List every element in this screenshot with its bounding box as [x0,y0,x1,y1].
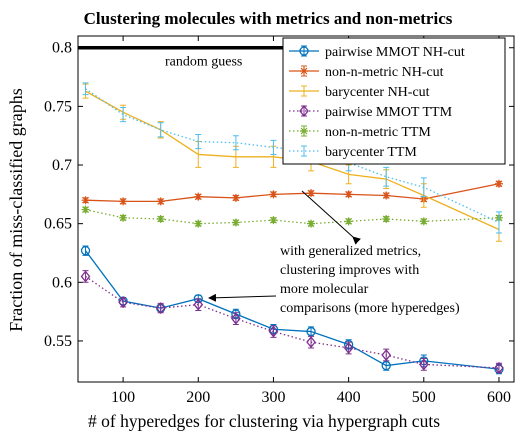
y-tick-label: 0.7 [52,157,72,174]
legend-item: pairwise MMOT TTM [289,104,453,120]
series-4 [81,205,503,228]
data-point [81,196,90,205]
data-point [194,192,203,201]
legend-item: non-n-metric NH-cut [289,65,444,80]
legend-errorbar [301,145,307,157]
error-bar [195,134,202,150]
error-bar [383,166,390,187]
x-tick-label: 200 [186,389,210,406]
data-point [307,219,316,228]
error-bar [157,122,164,138]
legend-label: barycenter NH-cut [325,85,430,100]
data-point [155,302,166,315]
error-bar [82,82,89,96]
axes-box [77,35,515,383]
data-point [193,298,204,311]
legend-label: pairwise MMOT TTM [325,105,453,120]
error-bar [420,177,427,198]
random-guess-label: random guess [165,55,242,70]
data-point [268,325,279,338]
data-point [306,326,316,337]
data-point [156,214,165,223]
legend-item: non-n-metric TTM [289,125,431,140]
data-point [119,197,128,206]
legend-marker [300,127,308,135]
y-tick-label: 0.65 [44,216,72,233]
data-point [494,361,504,374]
data-point [269,190,278,199]
data-point [231,218,240,227]
series-line [85,208,499,225]
annotation-line: clustering improves with [280,263,419,278]
x-tick-label: 600 [487,389,511,406]
legend-errorbar [301,45,307,57]
legend-label: barycenter TTM [325,145,417,160]
legend-label: non-n-metric NH-cut [325,65,444,80]
y-axis-label: Fraction of miss-classified graphs [6,88,26,331]
legend-box [282,37,506,165]
x-tick-label: 500 [412,389,436,406]
legend-marker [300,67,308,75]
data-point [306,336,316,349]
annotation-line: with generalized metrics, [280,244,421,259]
error-bar [120,107,127,123]
chart-title: Clustering molecules with metrics and no… [84,9,453,28]
data-point [81,205,90,214]
data-point [494,179,503,188]
legend-item: barycenter TTM [289,145,417,160]
annotation: with generalized metrics, clustering impr… [208,190,460,316]
data-point [344,217,353,226]
series-line [85,183,500,203]
legend-item: barycenter NH-cut [289,85,430,100]
y-tick-label: 0.75 [44,98,72,115]
legend: pairwise MMOT NH-cut non-n-metric NH-cut b… [282,37,506,165]
data-point [382,214,391,223]
data-point [419,217,428,226]
data-point [231,312,241,325]
legend-marker [299,46,309,56]
error-bar [232,135,239,151]
data-point [80,270,91,283]
x-tick-label: 100 [111,389,135,406]
data-point [418,358,429,371]
error-bar [82,245,89,256]
plot-area: 100 200 300 400 500 600 0.55 0.6 0.65 0.7 0.75 0.8 r… [44,35,515,406]
annotation-arrow [208,293,277,302]
data-point [381,348,392,362]
annotation-line: comparisons (more hyperedges) [280,301,460,316]
data-point [344,190,353,199]
legend-item: pairwise MMOT NH-cut [289,45,465,60]
error-bar [495,211,502,234]
data-point [231,193,240,202]
annotation-line: more molecular [280,282,369,297]
data-point [118,296,128,309]
legend-label: pairwise MMOT NH-cut [325,45,465,60]
data-point [80,245,91,256]
data-point [156,197,165,206]
y-tick-label: 0.55 [44,333,72,350]
error-bar [270,139,277,155]
data-point [381,360,391,371]
data-point [343,341,354,355]
legend-label: non-n-metric TTM [325,125,431,140]
series-3 [80,270,504,374]
x-tick-label: 400 [337,389,361,406]
data-point [269,216,278,225]
data-point [119,213,128,222]
annotation-arrow [301,190,361,245]
x-tick-label: 300 [261,389,285,406]
y-tick-label: 0.6 [52,274,72,291]
y-tick-label: 0.8 [52,40,72,57]
legend-errorbar [301,85,307,97]
series-1 [81,179,503,206]
data-point [194,219,203,228]
legend-marker [299,104,309,118]
data-point [307,189,316,198]
data-point [382,191,391,200]
x-axis-label: # of hyperedges for clustering via hyper… [88,411,440,431]
